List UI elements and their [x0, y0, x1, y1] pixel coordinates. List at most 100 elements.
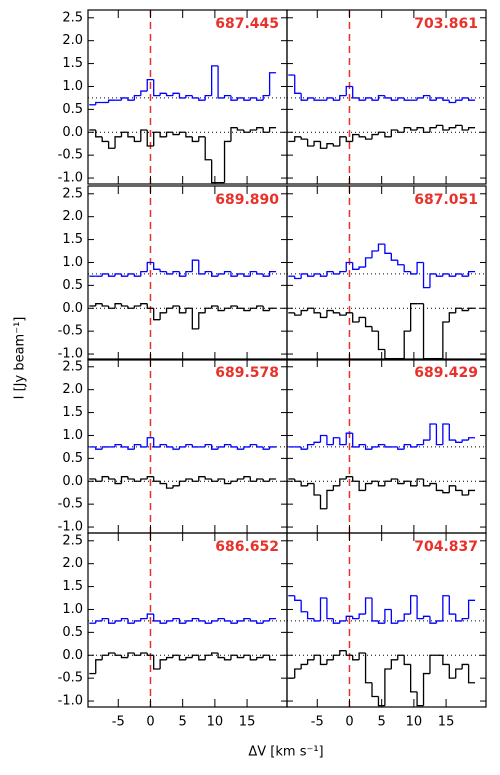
spectrum-step: [371, 446, 379, 450]
spectrum-step: [256, 97, 264, 101]
spectrum-step: [364, 597, 373, 615]
panel: [287, 359, 486, 533]
y-tick-label: -0.5: [58, 324, 83, 339]
spectrum-step: [107, 99, 116, 103]
spectrum-step: [403, 480, 411, 484]
spectrum-step: [120, 655, 128, 659]
spectrum-step: [262, 127, 270, 133]
spectrum-step: [442, 273, 450, 277]
spectrum-step: [384, 95, 392, 99]
spectrum-step: [358, 443, 366, 447]
spectrum-step: [435, 620, 443, 624]
spectrum-step: [339, 650, 347, 656]
spectrum-step: [429, 273, 437, 288]
y-tick-label: -0.5: [58, 671, 83, 686]
spectrum-step: [345, 261, 353, 272]
spectrum-step: [326, 309, 334, 318]
spectrum-step: [384, 608, 392, 624]
y-tick-label: 1.5: [62, 56, 83, 71]
spectrum-step: [256, 478, 264, 482]
spectrum-step: [448, 424, 456, 441]
spectrum-step: [107, 141, 116, 149]
spectrum-step: [448, 485, 456, 493]
spectrum-step: [140, 270, 148, 277]
spectrum-step: [448, 273, 456, 277]
spectrum-step: [120, 476, 128, 484]
spectrum-step: [397, 260, 405, 266]
spectrum-step: [364, 482, 373, 491]
panel: [287, 186, 486, 360]
y-tick-label: 2.0: [62, 33, 83, 48]
y-tick-label: 0.5: [62, 625, 83, 640]
spectrum-step: [345, 615, 353, 621]
panel-title: 703.861: [414, 16, 478, 32]
spectrum-step: [249, 307, 257, 311]
spectrum-step: [345, 312, 353, 316]
spectrum-step: [467, 664, 476, 684]
spectrum-step: [133, 94, 141, 101]
spectrum-step: [159, 659, 167, 669]
spectrum-step: [448, 664, 456, 679]
spectrum-step: [172, 654, 180, 658]
spectrum-step: [243, 308, 251, 312]
spectrum-step: [198, 476, 206, 482]
spectrum-step: [159, 132, 167, 138]
spectrum-step: [153, 614, 161, 622]
spectrum-step: [146, 652, 154, 656]
spectrum-step: [114, 620, 122, 624]
spectrum-step: [95, 478, 103, 482]
spectrum-step: [159, 269, 167, 273]
spectrum-step: [339, 478, 347, 486]
spectrum-step: [230, 305, 238, 309]
spectrum-step: [300, 481, 308, 487]
spectrum-step: [390, 609, 398, 624]
spectrum-step: [178, 93, 186, 99]
spectrum-step: [249, 476, 257, 482]
spectrum-step: [377, 443, 385, 447]
x-tick-label: 15: [239, 715, 256, 730]
spectrum-step: [455, 99, 463, 103]
spectrum-step: [268, 478, 277, 482]
spectrum-step: [223, 657, 231, 661]
spectrum-step: [101, 273, 109, 277]
panel: [88, 533, 287, 707]
spectrum-step: [461, 125, 469, 131]
spectrum-step: [345, 136, 353, 143]
spectrum-step: [313, 441, 321, 445]
spectrum-step: [429, 654, 437, 674]
spectrum-step: [326, 435, 334, 446]
y-tick-label: 1.0: [62, 255, 83, 270]
spectrum-step: [249, 618, 257, 622]
spectrum-step: [403, 613, 411, 621]
spectrum-step: [198, 312, 206, 329]
spectrum-step: [153, 655, 161, 670]
spectrum-step: [384, 444, 392, 448]
spectrum-step: [345, 85, 353, 96]
panel: [88, 359, 287, 533]
spectrum-step: [114, 136, 122, 149]
spectrum-step: [146, 437, 154, 447]
spectrum-step: [345, 476, 353, 479]
y-tick-label: 1.5: [62, 405, 83, 420]
spectrum-step: [319, 494, 327, 510]
spectrum-step: [262, 478, 270, 482]
spectrum-step: [455, 668, 463, 679]
spectrum-step: [140, 303, 148, 306]
spectrum-step: [146, 261, 154, 272]
spectrum-step: [416, 261, 424, 274]
spectrum-step: [364, 257, 373, 268]
spectrum-step: [172, 270, 180, 274]
spectrum-step: [95, 659, 103, 674]
spectrum-step: [371, 682, 379, 698]
spectrum-step: [300, 136, 308, 140]
spectrum-step: [191, 478, 199, 482]
spectrum-step: [294, 595, 302, 601]
y-tick-label: -1.0: [58, 694, 83, 709]
spectrum-step: [153, 308, 161, 321]
spectrum-step: [153, 262, 161, 270]
spectrum-step: [410, 595, 418, 615]
spectrum-step: [442, 97, 450, 101]
spectrum-step: [339, 620, 347, 624]
spectrum-step: [204, 620, 212, 624]
spectrum-step: [352, 86, 360, 99]
